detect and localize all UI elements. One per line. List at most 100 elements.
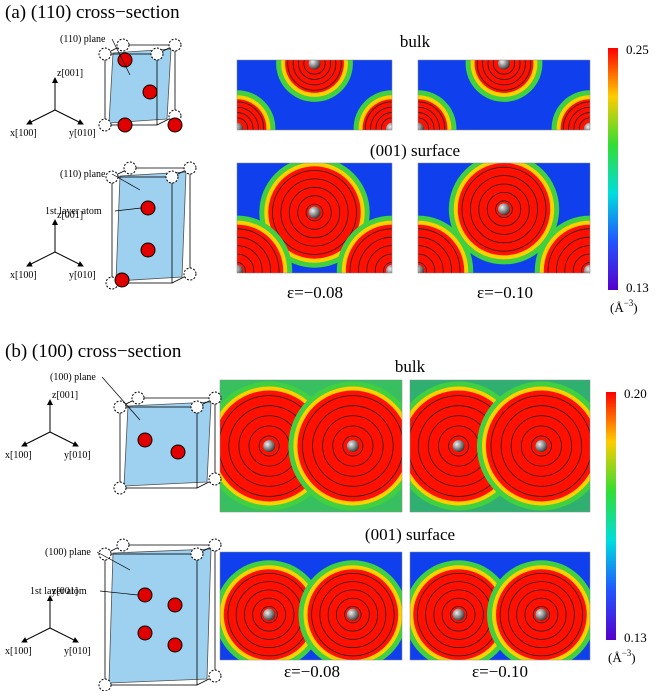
atom [309,207,321,219]
panel-title: (b) (100) cross−section [5,341,182,362]
colorbar [606,392,616,640]
atom [453,440,465,452]
row-label: (001) surface [370,141,460,160]
atom [498,203,510,215]
layer-label: 1st layer atom [30,586,87,597]
axis-arrow [22,628,50,642]
atom-site [138,588,152,602]
empty-site [99,48,111,60]
empty-site [209,392,221,404]
atom-site [143,85,157,99]
density-map [205,380,418,512]
unit-close: ) [633,300,637,315]
empty-site [151,48,163,60]
plane-label: (110) plane [60,34,106,45]
colorbar-max: 0.25 [626,42,649,57]
strain-label: ε=−0.10 [477,283,533,302]
axis-arrow [22,432,50,446]
axis-arrow [55,110,83,124]
atom [263,440,275,452]
layer-label: 1st layer atom [45,206,102,217]
unit-sup: −3 [624,298,634,308]
empty-site [191,401,203,413]
atom-site [118,118,132,132]
atom-site [138,433,152,447]
atom [535,609,547,621]
empty-site [209,539,221,551]
plane [124,402,211,486]
axis-label: y[010] [64,450,91,461]
atom-site [141,243,155,257]
empty-site [209,670,221,682]
axis-arrow [50,628,78,642]
axis-label: x[100] [5,450,32,461]
empty-site [132,392,144,404]
plane-label: (100) plane [45,547,91,558]
figure: (a) (110) cross−section bulk (001) surface… [0,0,659,691]
empty-site [184,268,196,280]
empty-site [191,548,203,560]
axis-label: z[001] [57,68,83,79]
row-label: (001) surface [365,525,455,544]
row-label: bulk [400,32,431,51]
plane [116,172,186,281]
strain-label: ε=−0.10 [472,662,528,681]
colorbar [608,48,618,290]
atom-site [141,201,155,215]
empty-site [99,119,111,131]
empty-site [106,171,118,183]
axis-label: y[010] [69,128,96,139]
density-map [215,552,407,669]
empty-site [114,401,126,413]
unit-base: (Å [610,300,624,315]
atom [309,58,321,70]
empty-site [166,171,178,183]
axis-label: y[010] [69,270,96,281]
atom [498,58,510,70]
unit-base: (Å [608,650,622,665]
colorbar-min: 0.13 [624,630,647,645]
axis-label: z[001] [52,390,78,401]
atom [453,609,465,621]
plane-label: (110) plane [60,169,106,180]
empty-site [117,39,129,51]
colorbar-unit: (Å−3) [610,298,638,315]
axis-arrow [27,110,55,124]
row-label: bulk [395,357,426,376]
atom-site [168,598,182,612]
density-map [404,552,596,669]
empty-site [99,679,111,691]
atom [535,440,547,452]
atom-site [168,638,182,652]
axis-label: x[100] [10,270,37,281]
panel-title: (a) (110) cross−section [5,2,180,23]
axis-label: x[100] [10,128,37,139]
empty-site [169,39,181,51]
empty-site [124,162,136,174]
strain-label: ε=−0.08 [287,283,343,302]
density-map [394,380,606,512]
empty-site [114,482,126,494]
atom [263,609,275,621]
axis-arrow [50,432,78,446]
empty-site [117,539,129,551]
atom-site [168,118,182,132]
empty-site [184,162,196,174]
unit-close: ) [631,650,635,665]
atom-site [115,273,129,287]
atom [347,609,359,621]
plane-label: (100) plane [50,372,96,383]
colorbar-unit: (Å−3) [608,648,636,665]
unit-sup: −3 [622,648,632,658]
atom [347,440,359,452]
axis-arrow [55,252,83,266]
strain-label: ε=−0.08 [284,662,340,681]
axis-arrow [27,252,55,266]
atom-site [138,626,152,640]
axis-label: x[100] [5,646,32,657]
colorbar-max: 0.20 [624,386,647,401]
atom-site [171,445,185,459]
colorbar-min: 0.13 [626,280,649,295]
empty-site [209,473,221,485]
axis-label: y[010] [64,646,91,657]
